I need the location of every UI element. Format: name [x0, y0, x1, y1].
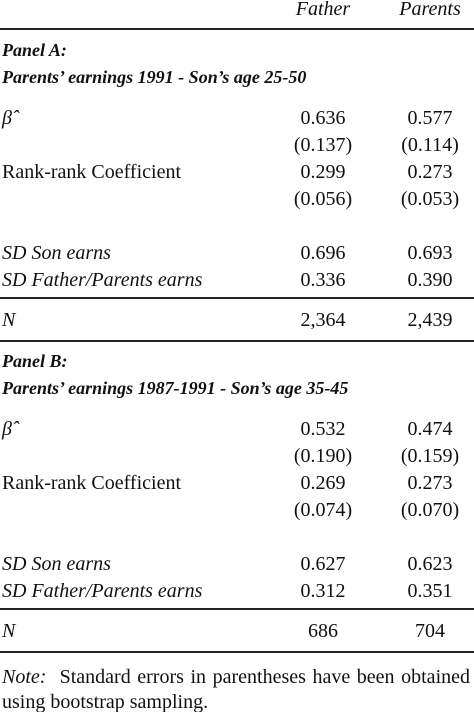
row-label: N: [2, 309, 16, 331]
cell: 0.636: [300, 107, 346, 129]
cell: 0.696: [300, 242, 346, 264]
cell: 0.273: [407, 472, 453, 494]
cell: 0.474: [407, 418, 453, 440]
row-label: β̂: [2, 107, 12, 129]
rule: [0, 651, 474, 653]
row-label: β̂: [2, 418, 12, 440]
cell: 0.693: [407, 242, 453, 264]
panel-label: Panel A:: [2, 40, 67, 60]
panel-title: Parents’ earnings 1987-1991 - Son’s age …: [2, 378, 349, 398]
cell: (0.074): [293, 499, 353, 521]
cell: 0.532: [300, 418, 346, 440]
row-label: SD Son earns: [2, 242, 111, 264]
rule: [0, 297, 474, 299]
row-label: SD Father/Parents earns: [2, 269, 203, 291]
cell: (0.053): [400, 188, 460, 210]
cell: (0.159): [400, 445, 460, 467]
note: Note: Standard errors in parentheses hav…: [2, 665, 470, 712]
cell: (0.114): [401, 134, 459, 156]
cell: 2,439: [407, 309, 453, 331]
cell: 704: [415, 620, 445, 642]
panel-label: Panel B:: [2, 351, 68, 371]
cell: 0.577: [407, 107, 453, 129]
row-label: N: [2, 620, 16, 642]
cell: (0.137): [293, 134, 353, 156]
cell: 0.312: [300, 580, 346, 602]
rule: [0, 28, 474, 30]
cell: 0.623: [407, 553, 453, 575]
cell: (0.070): [400, 499, 460, 521]
cell: 0.273: [407, 161, 453, 183]
row-label: Rank-rank Coefficient: [2, 472, 182, 494]
cell: 0.336: [300, 269, 346, 291]
cell: 2,364: [300, 309, 346, 331]
row-label: Rank-rank Coefficient: [2, 161, 182, 183]
cell: 0.299: [300, 161, 346, 183]
row-label: SD Son earns: [2, 553, 111, 575]
cell: (0.190): [293, 445, 353, 467]
note-label: Note:: [2, 666, 47, 688]
column-header: Parents: [399, 0, 461, 20]
cell: (0.056): [293, 188, 353, 210]
row-label: SD Father/Parents earns: [2, 580, 203, 602]
panel-title: Parents’ earnings 1991 - Son’s age 25-50: [2, 67, 307, 87]
rule: [0, 608, 474, 610]
note-text: Standard errors in parentheses have been…: [2, 666, 470, 712]
cell: 0.627: [300, 553, 346, 575]
cell: 0.390: [407, 269, 453, 291]
cell: 686: [308, 620, 338, 642]
column-header: Father: [295, 0, 351, 20]
cell: 0.351: [407, 580, 453, 602]
rule: [0, 340, 474, 342]
cell: 0.269: [300, 472, 346, 494]
